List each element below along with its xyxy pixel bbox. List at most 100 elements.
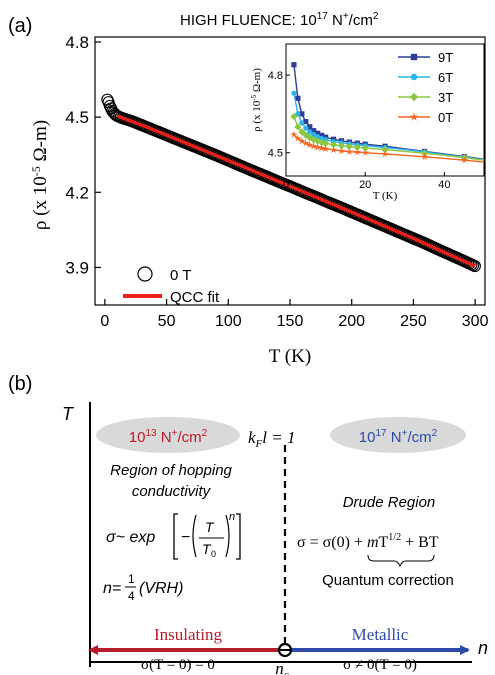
legend-0t-marker	[137, 266, 153, 282]
main-x-tick-label: 100	[215, 313, 242, 330]
inset-point-6T	[315, 134, 321, 140]
inset-point-0T	[420, 152, 429, 161]
inset-point-9T	[303, 119, 309, 125]
main-x-tick-label: 250	[400, 313, 427, 330]
data-point-0t	[101, 93, 114, 106]
inset-point-3T	[310, 136, 318, 144]
svg-text:T: T	[205, 519, 215, 535]
panel-b-x-axis-label: n	[478, 638, 488, 658]
inset-point-6T	[295, 111, 301, 117]
inset-point-6T	[291, 90, 297, 96]
inset-point-3T	[290, 112, 298, 121]
high-dose-label: 1017 N+/cm2	[359, 428, 438, 446]
metallic-label: Metallic	[352, 625, 409, 644]
main-x-tick-label: 150	[277, 313, 304, 330]
inset-legend-label-3T: 3T	[438, 90, 453, 105]
inset-x-tick-label: 0	[283, 179, 289, 191]
inset-point-6T	[323, 137, 329, 143]
inset-legend-label-9T: 9T	[438, 50, 453, 65]
inset-point-6T	[303, 125, 309, 131]
inset-legend-marker	[410, 73, 418, 81]
inset-point-0T	[317, 143, 326, 152]
inset-point-9T	[299, 111, 305, 117]
main-x-ticks: 0 50 100 150 200 250 300	[100, 299, 489, 330]
qcc-fit-line	[116, 114, 476, 268]
main-y-ticks: 3.9 4.2 4.5 4.8	[65, 33, 101, 277]
quarter-numerator: 1	[128, 572, 135, 586]
inset-point-0T	[301, 139, 310, 147]
main-y-tick-label: 4.2	[65, 183, 89, 202]
quantum-brace	[367, 554, 435, 568]
inset-legend-marker	[409, 112, 419, 121]
low-dose-bubble	[96, 417, 240, 453]
svg-text:T: T	[202, 541, 212, 557]
sigma-nonzero-label: σ ≠ 0(T = 0)	[343, 657, 417, 673]
panel-a-title: HIGH FLUENCE: 1017 N+/cm2	[180, 11, 379, 29]
inset-y-axis-label: ρ (x 10-5 Ω-m)	[250, 68, 263, 132]
inset-y-tick-label: 4.8	[268, 70, 283, 82]
inset-point-0T	[460, 156, 469, 164]
svg-text:−: −	[181, 529, 190, 546]
main-y-tick-label: 4.5	[65, 108, 89, 127]
inset-point-9T	[307, 124, 313, 130]
inset-point-3T	[361, 144, 369, 152]
main-x-tick-label: 300	[462, 313, 489, 330]
main-x-tick-label: 0	[100, 313, 109, 330]
legend-fit-label: QCC fit	[170, 289, 220, 306]
inset-x-axis-label: T (K)	[373, 190, 398, 202]
quarter-denominator: 4	[128, 589, 135, 603]
inset-point-6T	[299, 120, 305, 126]
inset-point-3T	[302, 131, 310, 139]
inset-point-9T	[311, 128, 317, 134]
inset-legend-marker	[410, 53, 418, 61]
inset-point-9T	[295, 95, 301, 101]
vrh-tag: (VRH)	[139, 580, 183, 597]
legend-0t-label: 0 T	[170, 267, 191, 284]
critical-density-label: nc	[275, 659, 289, 675]
hopping-line-1: Region of hopping	[110, 462, 232, 479]
inset-legend: 9T 6T 3T 0T	[398, 50, 453, 125]
svg-text:0: 0	[211, 549, 216, 559]
svg-text:n: n	[229, 511, 235, 523]
inset-point-0T	[309, 142, 318, 150]
inset-point-6T	[311, 131, 317, 138]
inset-point-3T	[381, 146, 389, 154]
sigma-zero-label: σ(T = 0) = 0	[141, 657, 215, 673]
inset-point-0T	[361, 148, 370, 157]
inset-point-3T	[298, 128, 306, 136]
inset-point-0T	[381, 149, 389, 158]
inset-point-0T	[345, 147, 354, 155]
drude-region-label: Drude Region	[343, 494, 436, 511]
main-data-series	[101, 93, 481, 273]
vrh-sigma: σ~ exp	[106, 529, 155, 546]
inset-point-0T	[297, 136, 306, 145]
vrh-formula: σ~ exp − T T 0 n	[106, 511, 241, 560]
inset-point-3T	[294, 123, 302, 131]
inset-legend-label-0T: 0T	[438, 110, 453, 125]
quantum-correction-label: Quantum correction	[322, 572, 454, 589]
inset-legend-marker	[409, 92, 419, 102]
n-equals: n=	[103, 580, 121, 597]
inset-point-3T	[337, 142, 346, 150]
inset-series	[290, 62, 485, 164]
main-y-tick-label: 4.8	[65, 33, 89, 52]
inset-point-9T	[319, 132, 325, 138]
inset-point-3T	[353, 143, 361, 151]
main-y-tick-label: 3.9	[65, 258, 89, 277]
inset-legend-label-6T: 6T	[438, 70, 453, 85]
inset-point-0T	[337, 146, 346, 155]
low-dose-label: 1013 N+/cm2	[129, 428, 208, 446]
panel-b-label: (b)	[8, 373, 32, 395]
inset-point-0T	[313, 143, 322, 151]
kfl-label: kFl = 1	[248, 428, 295, 450]
high-dose-bubble	[330, 417, 466, 453]
inset-point-6T	[319, 135, 325, 142]
data-point-0t	[468, 260, 481, 273]
inset-point-0T	[293, 134, 302, 142]
inset-point-0T	[329, 145, 338, 154]
panel-b-y-axis-label: T	[62, 404, 75, 424]
data-point-0t	[108, 107, 121, 120]
inset-x-tick-label: 20	[359, 179, 371, 191]
inset-y-tick-label: 4.5	[268, 148, 283, 160]
